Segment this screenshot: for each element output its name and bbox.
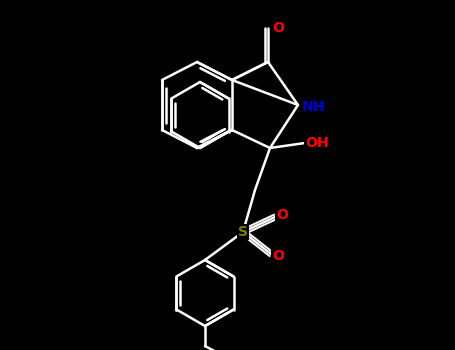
Text: NH: NH <box>301 100 324 114</box>
Text: O: O <box>272 21 284 35</box>
Text: OH: OH <box>305 136 329 150</box>
Text: O: O <box>272 249 284 263</box>
Text: S: S <box>238 225 248 239</box>
Text: O: O <box>276 208 288 222</box>
